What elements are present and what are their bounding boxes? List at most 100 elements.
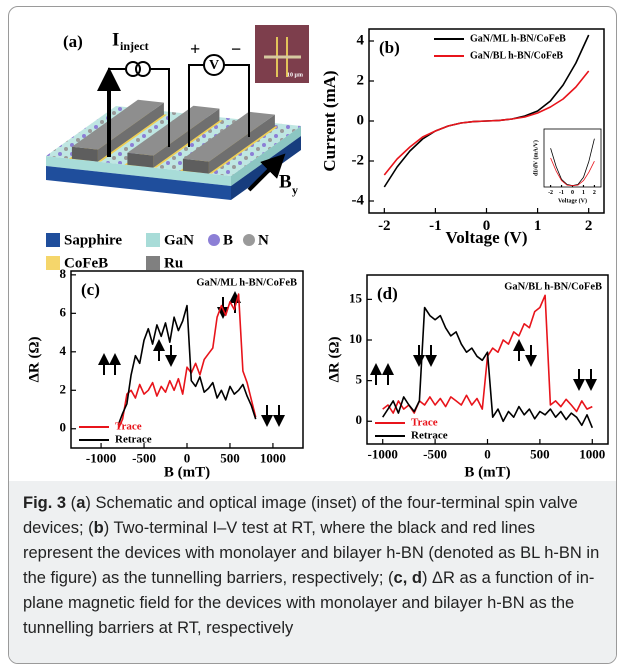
x-tick-label: -1000 <box>368 447 398 462</box>
minus: − <box>231 39 241 59</box>
x-tick-label: -1 <box>559 190 564 196</box>
x-tick-label: -1000 <box>86 451 116 466</box>
x-tick-label: -2 <box>548 190 553 196</box>
caption: Fig. 3 (a) Schematic and optical image (… <box>9 481 616 663</box>
sapphire-front <box>46 166 231 200</box>
wire <box>224 64 250 137</box>
y-tick-label: -2 <box>352 152 365 168</box>
x-axis-label: B (mT) <box>464 464 510 480</box>
optical-image <box>255 25 309 83</box>
series-line <box>550 157 595 187</box>
schematic: (a) I inject + V − 10 μm B y Sapphire Ga… <box>46 25 309 271</box>
ru-side <box>208 114 275 174</box>
legend-swatch <box>146 256 160 270</box>
caption-text: Fig. 3 <box>23 494 67 512</box>
y-tick-label: 5 <box>356 372 363 387</box>
chart-title: GaN/BL h-BN/CoFeB <box>504 281 602 292</box>
legend-label: Retrace <box>115 434 152 446</box>
x-axis-label: B (mT) <box>164 464 210 480</box>
y-tick-label: 15 <box>349 290 363 305</box>
electrodes <box>68 99 278 174</box>
ru-front <box>71 146 98 162</box>
ru-top <box>182 111 275 162</box>
field-subscript: y <box>292 183 298 197</box>
x-tick-label: 1 <box>534 218 542 234</box>
legend-swatch <box>46 256 60 270</box>
panel-label: (a) <box>63 32 83 51</box>
y-axis-label: dI/dV (mA/V) <box>532 140 539 176</box>
field-label: B <box>279 171 292 192</box>
y-tick-label: 2 <box>357 72 365 88</box>
gan-front <box>46 156 231 186</box>
caption-text: ) Schematic and optical image (inset) of… <box>23 494 578 537</box>
legend-swatch <box>46 233 60 247</box>
legend-swatch <box>243 234 255 246</box>
field-arrow <box>247 153 286 192</box>
legend-label: Ru <box>164 255 183 271</box>
ru-front <box>182 158 209 174</box>
y-tick-label: 2 <box>60 381 67 396</box>
y-tick-label: 0 <box>357 112 365 128</box>
current-subscript: inject <box>120 39 149 53</box>
y-axis-label: Current (mA) <box>320 70 339 171</box>
figure-frame: (a) I inject + V − 10 μm B y Sapphire Ga… <box>8 6 617 664</box>
panel-label: (b) <box>379 38 400 57</box>
caption-text: ) Two-terminal I–V test at RT, where the… <box>23 519 600 587</box>
caption-text: b <box>93 519 104 537</box>
y-axis-label: ΔR (Ω) <box>26 337 42 383</box>
x-tick-label: -500 <box>132 451 156 466</box>
ru-side <box>97 102 164 162</box>
x-tick-label: 500 <box>530 447 550 462</box>
legend-label: Trace <box>115 421 142 433</box>
magnetization-arrows <box>98 291 597 427</box>
plus: + <box>190 39 200 59</box>
series-line <box>117 293 257 430</box>
series-line <box>383 70 590 176</box>
legend-label: Sapphire <box>64 232 122 248</box>
x-tick-label: 1 <box>582 190 585 196</box>
y-tick-label: 0 <box>60 420 67 435</box>
y-tick-label: 8 <box>60 266 67 281</box>
x-tick-label: -2 <box>378 218 391 234</box>
caption-text: c, d <box>393 569 422 587</box>
y-tick-label: 4 <box>357 32 365 48</box>
legend-label: N <box>258 232 269 248</box>
wire <box>188 64 204 147</box>
x-tick-label: 2 <box>593 190 596 196</box>
y-axis-label: ΔR (Ω) <box>326 337 342 383</box>
scale-bar: 10 μm <box>287 72 303 78</box>
source <box>135 61 151 77</box>
figure: (a) I inject + V − 10 μm B y Sapphire Ga… <box>26 25 609 480</box>
caption-text: a <box>76 494 86 512</box>
ru-top <box>71 99 164 150</box>
legend-label: GaN <box>164 232 194 248</box>
ru-top <box>127 105 220 156</box>
x-tick-label: -1 <box>429 218 442 234</box>
chart-title: GaN/ML h-BN/CoFeB <box>196 277 297 288</box>
y-tick-label: 4 <box>60 343 67 358</box>
panel-label: (d) <box>377 284 398 303</box>
wire <box>150 68 170 147</box>
source <box>125 61 141 77</box>
x-tick-label: 2 <box>585 218 593 234</box>
x-tick-label: 0 <box>483 218 491 234</box>
legend-swatch <box>208 234 220 246</box>
current-label: I <box>112 29 119 50</box>
legend-label: B <box>223 232 233 248</box>
plot-frame <box>543 128 602 188</box>
legend-label: GaN/ML h-BN/CoFeB <box>470 33 566 44</box>
x-tick-label: 500 <box>220 451 240 466</box>
plot-frame <box>70 270 304 449</box>
legend-label: GaN/BL h-BN/CoFeB <box>470 50 563 61</box>
x-tick-label: 0 <box>184 451 191 466</box>
caption-text: ( <box>66 494 77 512</box>
voltmeter-label: V <box>209 58 219 73</box>
caption-text: ) ΔR as a function of in-plane magnetic … <box>23 569 595 637</box>
x-tick-label: 0 <box>484 447 491 462</box>
legend-label: Trace <box>411 417 438 429</box>
x-tick-label: 1000 <box>260 451 286 466</box>
legend-label: CoFeB <box>64 255 108 271</box>
legend-swatch <box>146 233 160 247</box>
legend-label: Retrace <box>411 430 448 442</box>
